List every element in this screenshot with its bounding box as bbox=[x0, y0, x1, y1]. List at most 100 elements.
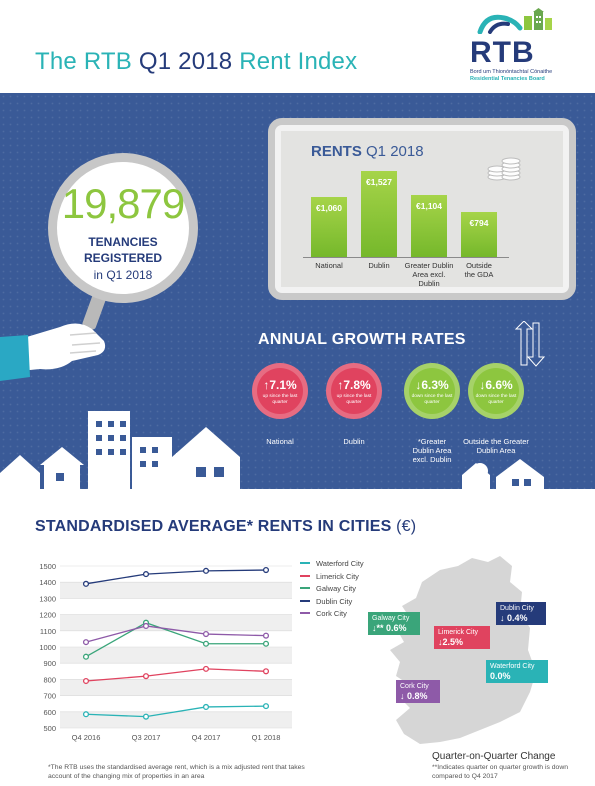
series-point bbox=[202, 630, 210, 638]
series-point bbox=[202, 567, 210, 574]
tenancies-count: 19,879 bbox=[61, 180, 185, 227]
map-city-name: Galway City bbox=[372, 615, 410, 622]
series-point bbox=[262, 640, 270, 647]
series-line bbox=[85, 625, 267, 643]
legend-label: Limerick City bbox=[316, 571, 359, 581]
legend-item: Dublin City bbox=[300, 597, 390, 610]
y-tick-label: 600 bbox=[43, 708, 56, 717]
rents-bar-chart: €1,060 €1,527 €1,104 €794 bbox=[305, 167, 505, 257]
rtb-logo: RTB Bord um Thionóntachtaí Cónaithe Resi… bbox=[462, 6, 582, 86]
coins-icon bbox=[487, 157, 521, 181]
y-tick-label: 1200 bbox=[39, 611, 56, 620]
map-city-change: 0.0% bbox=[490, 670, 511, 681]
x-tick-label: Q3 2017 bbox=[132, 733, 161, 742]
x-tick-label: Q4 2016 bbox=[72, 733, 101, 742]
tenancies-label: TENANCIES REGISTERED bbox=[83, 235, 162, 265]
rent-bar-value: €1,060 bbox=[316, 203, 342, 214]
logo-subtitle-irish: Bord um Thionóntachtaí Cónaithe bbox=[470, 69, 553, 75]
cities-section-title: STANDARDISED AVERAGE* RENTS IN CITIES (€… bbox=[35, 518, 417, 535]
rents-chart-panel: RENTS Q1 2018 €1,060 €1,527 €1,104 €794 Nat… bbox=[281, 131, 563, 288]
map-city-name: Cork City bbox=[400, 683, 429, 690]
growth-rate-value: ↓6.6% bbox=[479, 378, 513, 392]
series-point bbox=[202, 703, 210, 710]
series-line bbox=[85, 668, 267, 682]
map-city-label: Limerick City ↓2.5% bbox=[434, 626, 490, 649]
series-point bbox=[262, 632, 270, 639]
y-tick-label: 700 bbox=[43, 692, 56, 701]
series-line bbox=[85, 705, 267, 718]
series-point bbox=[142, 713, 150, 720]
y-tick-label: 1100 bbox=[40, 627, 56, 636]
series-point bbox=[82, 711, 90, 718]
header: The RTB Q1 2018 Rent Index RTB Bord um T… bbox=[0, 0, 595, 92]
rent-bar bbox=[461, 212, 497, 257]
series-point bbox=[82, 677, 90, 685]
grid-band bbox=[60, 679, 292, 696]
growth-rate-circle: ↑7.1% up since the last quarter bbox=[252, 363, 308, 419]
y-tick-label: 1000 bbox=[39, 643, 56, 652]
standardised-rent-footnote: *The RTB uses the standardised average r… bbox=[48, 764, 305, 780]
map-city-label: Cork City ↓ 0.8% bbox=[396, 680, 440, 703]
growth-rate-label: Dublin bbox=[343, 437, 365, 446]
rent-bar bbox=[311, 197, 347, 257]
growth-rate-description: down since the last quarter bbox=[475, 394, 517, 405]
series-point bbox=[202, 665, 210, 672]
y-tick-label: 500 bbox=[43, 724, 56, 733]
map-city-label: Waterford City 0.0% bbox=[486, 660, 548, 683]
legend-label: Galway City bbox=[316, 584, 357, 593]
growth-rate-description: up since the last quarter bbox=[262, 394, 298, 405]
legend-swatch bbox=[300, 612, 310, 614]
series-point bbox=[82, 653, 90, 660]
map-city-name: Waterford City bbox=[490, 663, 535, 670]
city-rents-line-chart: 500 600 700 800 900 1000 1100 1200 1300 1400 1500 Q… bbox=[39, 562, 292, 742]
growth-rate-label: Outside the Greater Dublin Area bbox=[463, 437, 529, 455]
growth-rate-label: National bbox=[266, 437, 294, 446]
tenancies-period: in Q1 2018 bbox=[93, 268, 153, 282]
rent-bar-category: Outside the GDA bbox=[464, 261, 494, 279]
series-point bbox=[202, 640, 210, 647]
legend-item: Limerick City bbox=[300, 572, 390, 585]
rent-bar-category: Dublin bbox=[368, 261, 390, 270]
rtb-logo-mark bbox=[477, 8, 552, 34]
growth-rate-circle: ↑7.8% up since the last quarter bbox=[326, 363, 382, 419]
logo-subtitle-english: Residential Tenancies Board bbox=[470, 76, 545, 82]
rent-bar-value: €794 bbox=[469, 218, 489, 229]
map-city-label: Dublin City ↓ 0.4% bbox=[496, 602, 546, 625]
growth-rate-description: up since the last quarter bbox=[336, 394, 372, 405]
series-line bbox=[85, 621, 266, 658]
legend-item: Galway City bbox=[300, 584, 390, 597]
legend-item: Waterford City bbox=[300, 559, 390, 572]
y-tick-label: 1400 bbox=[39, 578, 56, 587]
page-title: The RTB Q1 2018 Rent Index bbox=[35, 48, 358, 75]
x-tick-label: Q1 2018 bbox=[252, 733, 281, 742]
y-tick-label: 800 bbox=[43, 675, 56, 684]
growth-rate-circle: ↓6.3% down since the last quarter bbox=[404, 363, 460, 419]
legend-item: Cork City bbox=[300, 609, 390, 622]
legend-swatch bbox=[300, 587, 310, 589]
series-line bbox=[85, 569, 267, 585]
hand-holding-magnifier-icon bbox=[0, 289, 108, 381]
map-city-change: ↓ 0.4% bbox=[500, 612, 528, 623]
series-point bbox=[142, 571, 150, 578]
series-point bbox=[142, 673, 150, 680]
map-city-name: Dublin City bbox=[500, 605, 534, 612]
rents-tablet: RENTS Q1 2018 €1,060 €1,527 €1,104 €794 Nat… bbox=[268, 118, 576, 300]
growth-rate-description: down since the last quarter bbox=[411, 394, 453, 405]
grid-band bbox=[60, 582, 292, 599]
logo-wordmark: RTB bbox=[470, 36, 535, 69]
legend-label: Dublin City bbox=[316, 596, 353, 606]
houses-skyline-icon bbox=[0, 411, 595, 497]
city-rents-legend: Waterford City Limerick City Galway City Du… bbox=[300, 559, 390, 622]
growth-rate-circle: ↓6.6% down since the last quarter bbox=[468, 363, 524, 419]
series-point bbox=[82, 580, 90, 587]
legend-swatch bbox=[300, 599, 310, 602]
rent-bar bbox=[361, 171, 397, 257]
map-city-change: ↓** 0.6% bbox=[372, 622, 407, 633]
map-city-name: Limerick City bbox=[438, 629, 479, 636]
legend-swatch bbox=[300, 574, 310, 577]
legend-label: Cork City bbox=[316, 609, 347, 618]
tenancies-magnifier: 19,879 TENANCIES REGISTERED in Q1 2018 bbox=[48, 153, 198, 303]
series-point bbox=[262, 566, 270, 574]
series-point bbox=[82, 639, 90, 646]
rent-bar bbox=[411, 194, 447, 257]
